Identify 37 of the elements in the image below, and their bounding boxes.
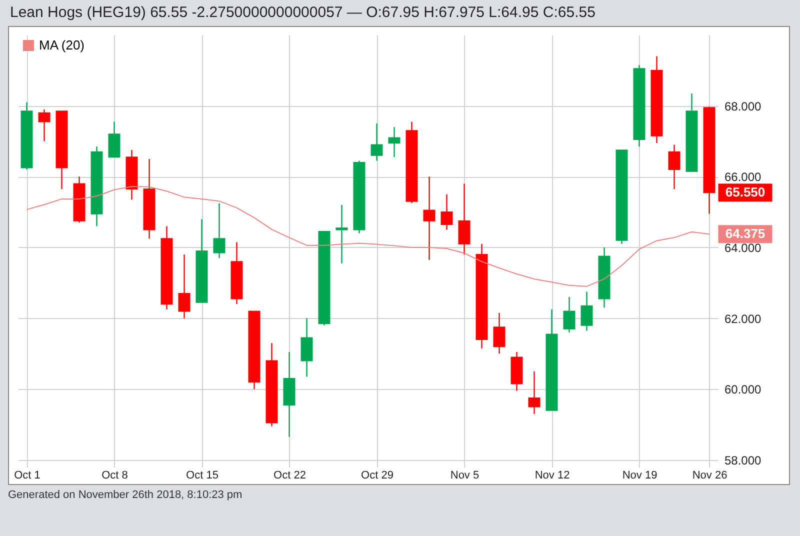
x-tick-label: Nov 19 [622,470,658,482]
x-tick-label: Oct 29 [361,470,394,482]
candlestick [528,370,540,414]
candlestick [440,194,453,230]
annotation: 65.550 [725,184,766,200]
candlestick [108,121,120,158]
x-tick-label: Oct 15 [186,470,218,482]
candlestick [38,108,50,142]
y-tick-label: 64.000 [724,240,762,255]
y-tick-label: 66.000 [724,170,762,184]
candlestick [300,318,313,378]
line-series [26,186,710,287]
x-tick-label: Nov 26 [692,470,728,482]
legend-label: MA (20) [39,38,85,52]
x-tick-label: Oct 1 [14,470,40,482]
candlestick [213,202,226,259]
x-tick-label: Oct 22 [274,470,306,482]
x-tick-label: Oct 8 [102,470,128,482]
chart-title: Lean Hogs (HEG19) 65.55 -2.2750000000000057 — O:67.95 H:67.975 L:64.95 C:65.55 [9,3,596,23]
annotation: 64.375 [725,226,766,242]
text: Generated on November 26th 2018, 8:10:23 pm [7,488,244,503]
candlestick [580,291,593,332]
x-tick-label: Nov 12 [534,470,570,482]
candlestick [563,296,576,334]
candlestick [388,126,400,158]
y-tick-label: 60.000 [724,382,762,397]
x-tick-label: Nov 5 [450,470,480,482]
candlestick [493,312,506,354]
candlestick [458,183,470,256]
candlestick [423,176,436,260]
candlestick [336,204,348,264]
candlestick [668,144,680,190]
y-tick-label: 68.000 [724,99,762,114]
candlestick [178,254,190,319]
candlestick [370,122,383,162]
y-tick-label: 58.000 [724,453,762,468]
y-tick-label: 62.000 [724,312,762,326]
